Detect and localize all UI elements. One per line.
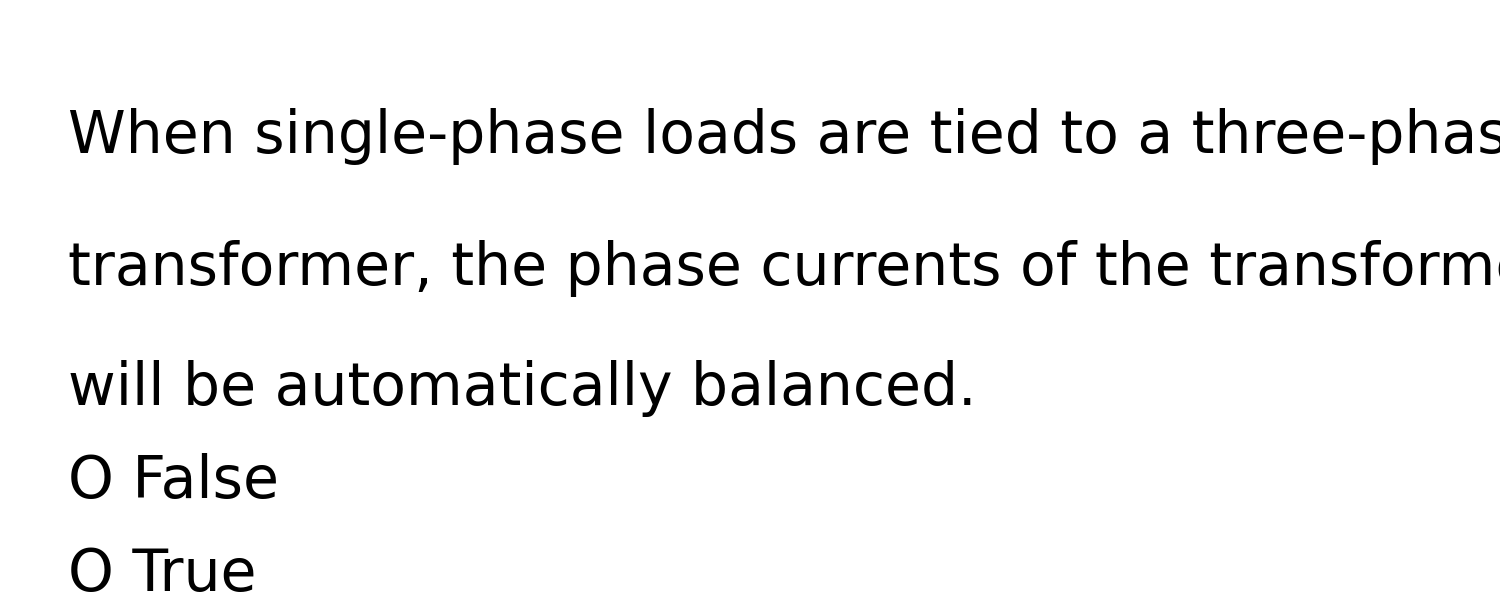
Text: transformer, the phase currents of the transformer: transformer, the phase currents of the t… [68, 240, 1500, 297]
Text: When single-phase loads are tied to a three-phase: When single-phase loads are tied to a th… [68, 108, 1500, 165]
Text: will be automatically balanced.: will be automatically balanced. [68, 360, 976, 417]
Text: O True: O True [68, 546, 256, 600]
Text: O False: O False [68, 453, 279, 510]
